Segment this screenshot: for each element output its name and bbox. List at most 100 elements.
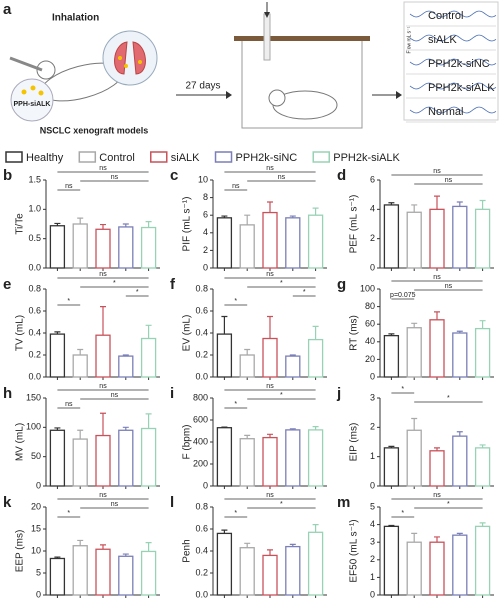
bar [406,541,422,596]
trace-wave [409,82,497,90]
trace-wave [409,10,497,18]
y-tick-label: 1.0 [28,204,41,214]
error-bar [145,542,152,552]
bar [95,228,111,269]
y-tick-label: 4 [203,227,208,237]
bar [429,541,445,596]
error-bar [312,524,319,533]
significance-label: ns [232,183,240,190]
bar [49,429,66,487]
bar [406,211,422,269]
significance-label: * [234,401,237,408]
panel-letter: l [170,494,174,511]
y-tick-label: 2 [370,233,375,243]
bar [452,205,468,269]
significance-label: * [234,298,237,305]
y-tick-label: 2 [203,245,208,255]
y-tick-label: 40 [365,336,375,346]
y-axis-label: EF50 (mL s⁻¹) [349,519,360,582]
traces: Control siALK PPH2k-siNC PPH2k-siALK Normal [406,10,497,123]
significance-label: * [303,289,306,296]
legend-label: Control [99,152,134,164]
bar [474,327,491,378]
y-tick-label: 0.2 [195,349,208,359]
y-tick-label: 0.0 [28,371,41,381]
trace-wave [409,58,497,66]
y-tick-label: 1 [370,451,375,461]
y-tick-label: 200 [193,458,208,468]
error-bar [388,524,395,527]
error-bar [411,322,418,328]
trace-label: siALK [428,34,457,46]
error-bar [388,202,395,205]
y-tick-label: 10 [198,174,208,184]
error-bar [289,354,296,357]
duration-label: 27 days [185,81,220,92]
panel-letter: b [3,167,12,184]
y-tick-label: 0.0 [195,589,208,599]
error-bar [244,434,251,439]
y-tick-label: 0.6 [28,305,41,315]
significance-label: * [280,280,283,287]
y-tick-label: 0 [370,589,375,599]
significance-label: * [447,501,450,508]
error-bar [100,306,106,336]
y-tick-label: 20 [31,501,41,511]
error-bar [100,412,106,436]
y-tick-label: 400 [193,436,208,446]
y-tick-label: 0 [36,480,41,490]
y-tick-label: 600 [193,414,208,424]
y-tick-label: 15 [31,523,41,533]
error-bar [77,429,84,440]
bar [95,548,111,596]
trace-panel [403,1,499,121]
panel-letter: g [337,276,346,293]
y-tick-label: 0.2 [195,567,208,577]
bar [140,337,157,378]
bar [239,354,255,378]
bar [72,545,88,596]
y-tick-label: 0.6 [195,523,208,533]
error-bar [54,222,61,226]
trace-axis-label: Flow mL s⁻¹ [406,26,412,53]
error-bar [54,331,61,335]
significance-label: ns [99,383,107,390]
y-tick-label: 0 [203,262,208,272]
y-tick-label: 0.4 [195,545,208,555]
error-bar [145,324,152,339]
bar [429,208,445,269]
error-bar [456,330,463,333]
y-tick-label: 8 [203,192,208,202]
significance-label: * [67,298,70,305]
bar [239,438,255,487]
panel-letter: k [3,494,12,511]
y-tick-label: 0.8 [28,283,41,293]
significance-label: * [280,501,283,508]
legend-swatch [214,151,233,163]
significance-label: * [113,280,116,287]
bar [474,208,491,269]
error-bar [122,223,129,227]
y-axis-label: MV (mL) [15,423,26,461]
panel-letter: h [3,385,12,402]
error-bar [244,542,251,548]
legend-label: PPH2k-siALK [333,152,400,164]
error-bar [456,431,463,437]
bar [307,429,324,487]
y-axis-label: Ti/Te [15,213,26,235]
legend-swatch [78,151,97,163]
error-bar [479,444,486,448]
bar [262,337,278,378]
error-bar [267,201,273,213]
y-tick-label: 1.5 [28,174,41,184]
y-axis-label: F (bpm) [182,425,193,460]
y-tick-label: 0.0 [195,371,208,381]
lung-inset [102,30,158,86]
model-label: NSCLC xenograft models [40,125,149,135]
error-bar [54,427,61,431]
trace-label: Normal [428,106,463,118]
error-bar [77,539,84,546]
significance-label: p=0.075 [390,292,416,299]
bar [118,429,134,487]
y-tick-label: 4 [370,519,375,529]
